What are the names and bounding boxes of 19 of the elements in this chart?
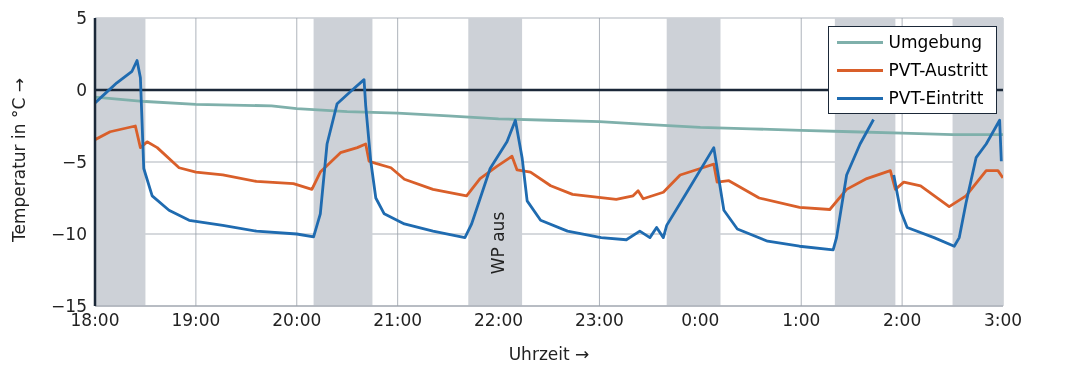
x-tick-label: 1:00 xyxy=(782,310,821,331)
x-tick-label: 0:00 xyxy=(681,310,720,331)
x-tick-label: 19:00 xyxy=(171,310,221,331)
legend-label: PVT-Eintritt xyxy=(888,88,984,108)
y-tick-label: 0 xyxy=(76,80,87,101)
y-tick-label: 5 xyxy=(76,8,87,29)
x-axis-title: Uhrzeit → xyxy=(508,344,590,364)
legend-label: PVT-Austritt xyxy=(888,60,988,80)
x-tick-label: 20:00 xyxy=(272,310,322,331)
x-tick-label: 3:00 xyxy=(983,310,1023,331)
x-tick-label: 21:00 xyxy=(373,310,423,331)
y-tick-label: −5 xyxy=(61,152,87,173)
annotation: WP aus xyxy=(487,210,509,277)
y-axis-title: Temperatur in °C → xyxy=(9,78,30,243)
x-tick-label: 22:00 xyxy=(474,310,524,331)
legend-label: Umgebung xyxy=(888,32,982,52)
x-tick-label: 23:00 xyxy=(574,310,624,331)
x-tick-label: 2:00 xyxy=(883,310,922,331)
y-tick-label: −10 xyxy=(51,224,87,245)
